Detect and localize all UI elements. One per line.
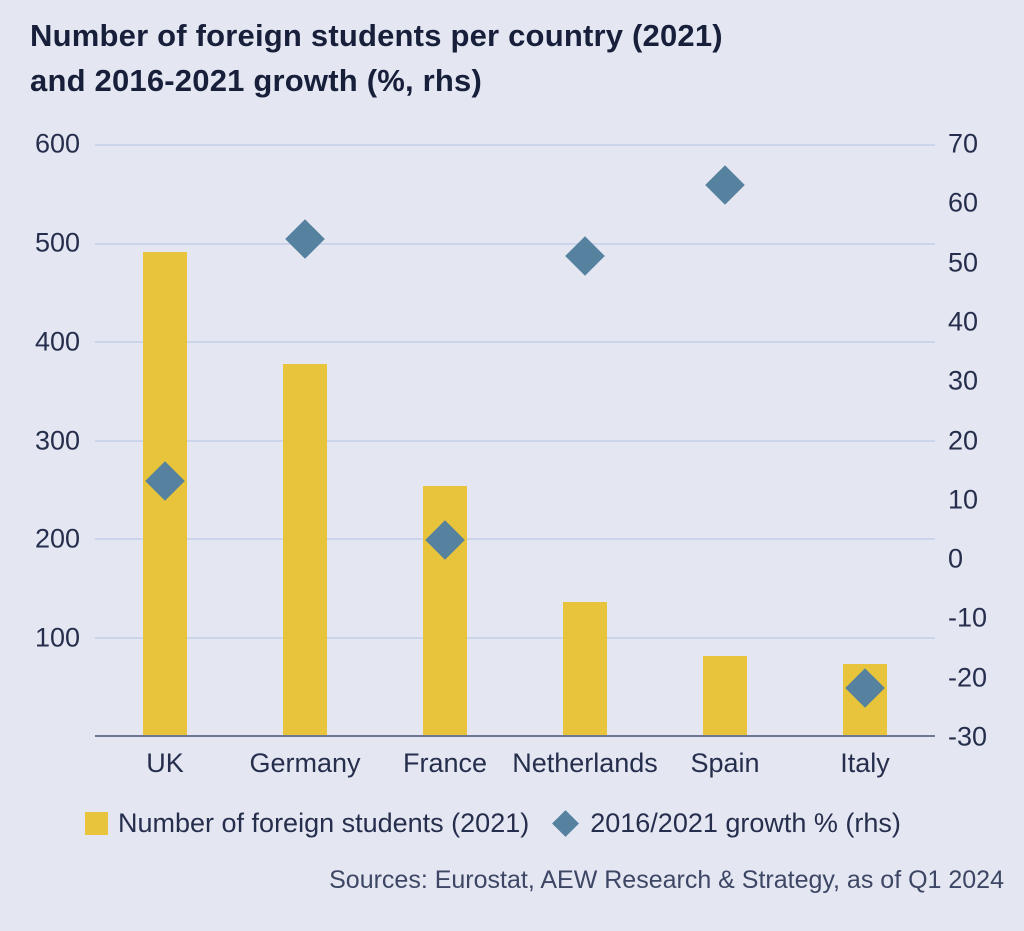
right-axis-tick-label: 20: [948, 425, 979, 455]
left-axis-tick-label: 600: [34, 128, 80, 159]
x-axis-label-germany: Germany: [249, 748, 361, 778]
chart-title-line2: and 2016-2021 growth (%, rhs): [30, 62, 482, 98]
x-axis-label-spain: Spain: [690, 748, 760, 778]
x-axis: UK Germany France Netherlands Spain Italy: [95, 748, 935, 788]
bar-spain: [703, 656, 747, 735]
legend-item-bars: Number of foreign students (2021): [85, 808, 529, 839]
bar-netherlands: [562, 602, 607, 735]
legend-bar-marker: [85, 812, 108, 835]
right-axis-tick-label: -10: [948, 602, 988, 633]
right-axis-tick-label: 50: [948, 247, 979, 278]
left-axis-tick-label: 200: [34, 523, 80, 554]
bar-germany: [283, 363, 327, 735]
chart-title: Number of foreign students per country (…: [30, 14, 723, 104]
gridline: [95, 439, 935, 442]
right-axis: 70 60 50 40 30 20 10 0 -10 -20 -30: [948, 129, 1018, 752]
chart-legend: Number of foreign students (2021) 2016/2…: [85, 808, 901, 839]
legend-bar-label: Number of foreign students (2021): [118, 808, 530, 838]
legend-growth-label: 2016/2021 growth % (rhs): [590, 808, 901, 838]
plot-area: [95, 144, 935, 737]
legend-item-growth: 2016/2021 growth % (rhs): [551, 808, 901, 839]
gridline: [95, 341, 935, 343]
left-axis-tick-label: 100: [34, 622, 80, 653]
growth-marker-spain: [705, 165, 745, 206]
source-note: Sources: Eurostat, AEW Research & Strate…: [329, 866, 1004, 894]
right-axis-tick-label: 0: [948, 543, 964, 574]
right-axis-tick-label: -30: [948, 721, 988, 752]
right-axis-tick-label: 60: [948, 187, 979, 218]
gridline: [95, 144, 935, 146]
x-axis-label-italy: Italy: [840, 748, 890, 778]
legend-diamond-marker: [552, 810, 580, 837]
x-axis-label-france: France: [402, 748, 488, 778]
right-axis-tick-label: 40: [948, 306, 979, 337]
left-axis-tick-label: 400: [34, 326, 80, 357]
right-axis-tick-label: 70: [948, 128, 979, 159]
gridline: [95, 636, 935, 639]
x-axis-label-netherlands: Netherlands: [512, 748, 658, 778]
x-axis-label-uk: UK: [146, 748, 184, 778]
left-axis: 600 500 400 300 200 100: [0, 129, 80, 737]
chart-title-line1: Number of foreign students per country (…: [30, 18, 723, 53]
left-axis-tick-label: 300: [34, 425, 80, 455]
left-axis-tick-label: 500: [34, 227, 80, 258]
growth-marker-germany: [285, 218, 325, 259]
right-axis-tick-label: 30: [948, 365, 979, 396]
gridline: [95, 538, 935, 540]
right-axis-tick-label: 10: [948, 484, 979, 515]
gridline: [95, 242, 935, 245]
right-axis-tick-label: -20: [948, 662, 988, 693]
